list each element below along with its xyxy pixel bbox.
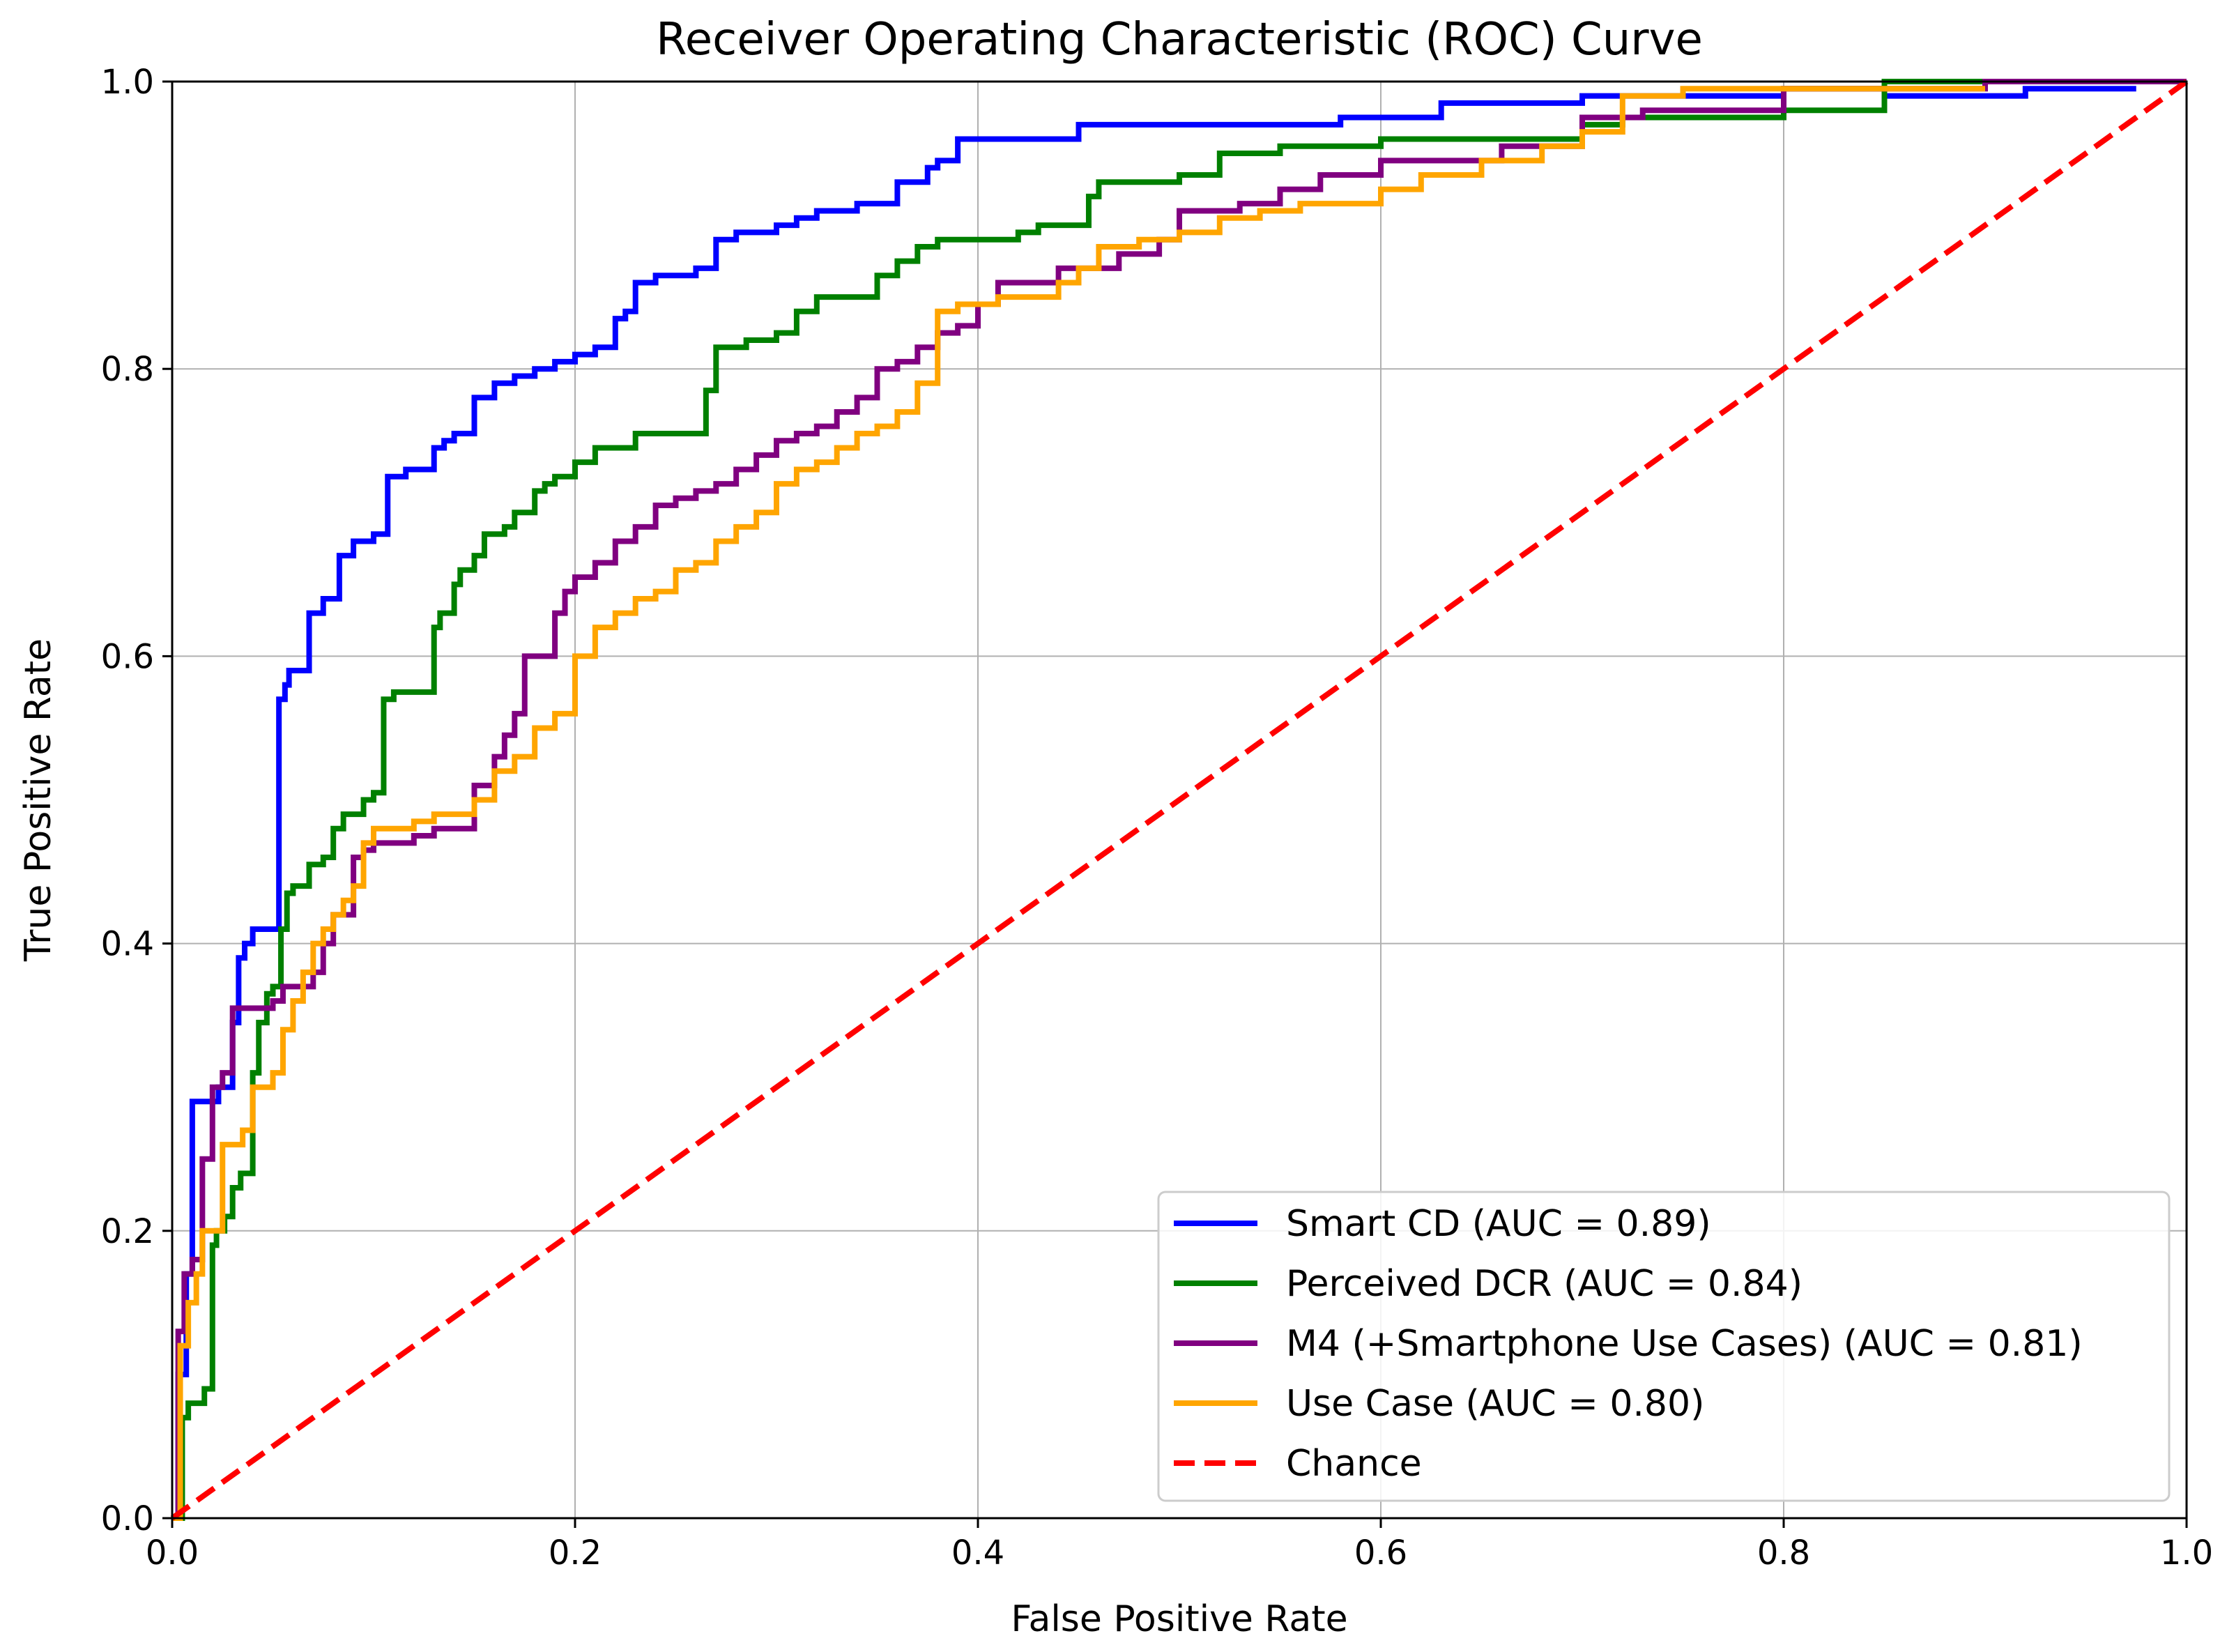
x-tick-label-0: 0.0 <box>146 1534 199 1573</box>
plot-frame <box>171 80 2188 1520</box>
x-tick-label-3: 0.6 <box>1354 1534 1407 1573</box>
y-tick-label-2: 0.4 <box>101 925 154 964</box>
series-line-4 <box>170 79 2189 1521</box>
y-axis-label: True Positive Rate <box>17 638 59 962</box>
series-line-1 <box>172 79 2086 1521</box>
x-axis-label: False Positive Rate <box>1011 1598 1347 1640</box>
series-line-3 <box>172 86 1985 1521</box>
legend: Smart CD (AUC = 0.89) Perceived DCR (AUC … <box>1157 1191 2171 1502</box>
y-tick-label-3: 0.6 <box>101 637 154 676</box>
y-tick-label-1: 0.2 <box>101 1212 154 1251</box>
legend-label-1: Perceived DCR (AUC = 0.84) <box>1286 1263 1803 1305</box>
y-tick-label-0: 0.0 <box>101 1499 154 1538</box>
x-tick-label-2: 0.4 <box>951 1534 1004 1573</box>
chart-title: Receiver Operating Characteristic (ROC) … <box>656 14 1703 66</box>
legend-box <box>1157 1191 2171 1502</box>
legend-label-2: M4 (+Smartphone Use Cases) (AUC = 0.81) <box>1286 1323 2083 1365</box>
y-tick-label-4: 0.8 <box>101 350 154 389</box>
series-line-0 <box>172 86 2136 1521</box>
legend-label-0: Smart CD (AUC = 0.89) <box>1286 1203 1711 1245</box>
x-tick-label-4: 0.8 <box>1757 1534 1810 1573</box>
series-lines <box>170 79 2189 1521</box>
y-tick-label-5: 1.0 <box>101 63 154 102</box>
legend-label-4: Chance <box>1286 1443 1422 1485</box>
legend-label-3: Use Case (AUC = 0.80) <box>1286 1383 1704 1425</box>
x-tick-label-1: 0.2 <box>549 1534 602 1573</box>
axis-ticks: 0.0 0.2 0.4 0.6 0.8 1.0 0.0 0.2 0.4 0.6 0.8 1.0 <box>101 63 2214 1573</box>
x-tick-label-5: 1.0 <box>2160 1534 2213 1573</box>
